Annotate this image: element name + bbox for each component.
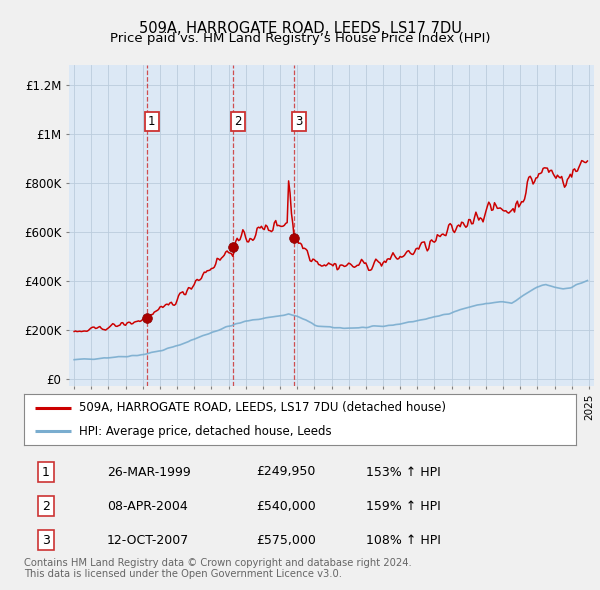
Text: 3: 3 xyxy=(295,115,302,128)
Text: 509A, HARROGATE ROAD, LEEDS, LS17 7DU (detached house): 509A, HARROGATE ROAD, LEEDS, LS17 7DU (d… xyxy=(79,401,446,414)
Text: 2: 2 xyxy=(42,500,50,513)
Text: 153% ↑ HPI: 153% ↑ HPI xyxy=(366,466,441,478)
Text: Price paid vs. HM Land Registry’s House Price Index (HPI): Price paid vs. HM Land Registry’s House … xyxy=(110,32,490,45)
Text: Contains HM Land Registry data © Crown copyright and database right 2024.
This d: Contains HM Land Registry data © Crown c… xyxy=(24,558,412,579)
Text: HPI: Average price, detached house, Leeds: HPI: Average price, detached house, Leed… xyxy=(79,425,332,438)
Text: 12-OCT-2007: 12-OCT-2007 xyxy=(107,533,189,547)
Text: £540,000: £540,000 xyxy=(256,500,316,513)
Text: 3: 3 xyxy=(42,533,50,547)
Text: 08-APR-2004: 08-APR-2004 xyxy=(107,500,188,513)
Text: £575,000: £575,000 xyxy=(256,533,316,547)
Text: 108% ↑ HPI: 108% ↑ HPI xyxy=(366,533,441,547)
Text: 1: 1 xyxy=(42,466,50,478)
Text: 509A, HARROGATE ROAD, LEEDS, LS17 7DU: 509A, HARROGATE ROAD, LEEDS, LS17 7DU xyxy=(139,21,461,35)
Text: 159% ↑ HPI: 159% ↑ HPI xyxy=(366,500,441,513)
Text: 1: 1 xyxy=(148,115,155,128)
Text: 2: 2 xyxy=(235,115,242,128)
Text: 26-MAR-1999: 26-MAR-1999 xyxy=(107,466,191,478)
Text: £249,950: £249,950 xyxy=(256,466,315,478)
